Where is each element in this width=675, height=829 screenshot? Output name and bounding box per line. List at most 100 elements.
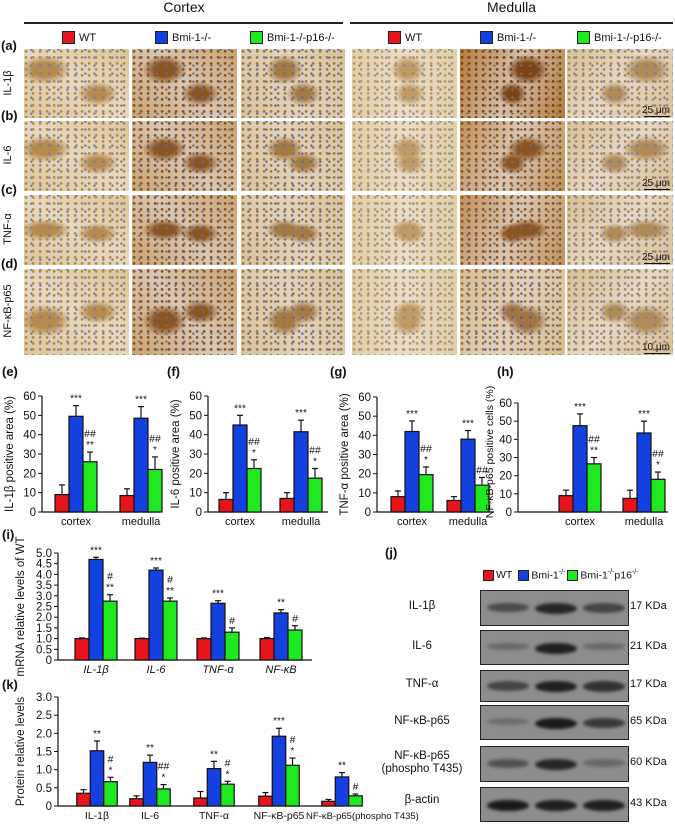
micrograph [352, 121, 457, 191]
chart-g: (g) 0 10 20 30 40 50 60 TNF-α positive area (%) c… [330, 364, 494, 528]
bar-bmi [232, 424, 248, 513]
x-tick-label: medulla [282, 516, 321, 528]
y-tick-label: 10 [358, 488, 371, 500]
significance-label: ## [652, 448, 664, 460]
y-tick-label: 30 [23, 449, 36, 461]
panel-label-j: (j) [385, 545, 398, 560]
scale-bar: 10 μm [642, 342, 670, 354]
significance-label: *** [406, 409, 418, 420]
micrograph: 10 μm [567, 269, 673, 355]
column-label: WT [79, 31, 97, 44]
significance-label: * [162, 773, 166, 784]
significance-label: *** [295, 408, 307, 419]
y-tick-label: 0.5 [36, 783, 52, 795]
blot-strip [480, 705, 629, 740]
y-tick-label: 20 [499, 471, 512, 483]
y-tick-label: 5.0 [36, 548, 52, 560]
bar-dko [348, 795, 363, 807]
bar-bmi [636, 432, 652, 513]
y-tick-label: 3.5 [36, 580, 52, 592]
legend-item-bmi: Bmi-1-/- [480, 31, 536, 44]
y-tick-label: 40 [358, 430, 371, 442]
y-tick-label: 60 [189, 391, 202, 403]
micrograph [132, 121, 237, 191]
x-tick-label: NF-κB-p65 [254, 810, 305, 822]
legend-item-dko: Bmi-1-/-p16-/- [250, 31, 335, 44]
significance-label: *** [234, 403, 246, 414]
significance-label: * [153, 445, 157, 456]
legend-swatch [388, 31, 401, 44]
significance-label: * [313, 457, 317, 468]
panel-label-d: (d) [1, 256, 18, 271]
significance-label: * [226, 769, 230, 780]
panel-label-i: (i) [2, 527, 14, 542]
bar-wt [76, 792, 91, 807]
bar-bmi [68, 415, 84, 513]
panel-label-h: (h) [497, 364, 514, 379]
y-tick-label: 20 [189, 468, 202, 480]
scale-bar: 25 μm [642, 178, 670, 190]
significance-label: # [353, 781, 359, 793]
significance-label: *** [462, 419, 474, 430]
legend-item-wt: WT [62, 31, 96, 44]
significance-label: *** [90, 545, 102, 556]
y-tick-label: 3.0 [36, 692, 52, 704]
legend-swatch [155, 31, 168, 44]
x-tick-label: IL-6 [141, 810, 159, 822]
significance-label: ## [248, 436, 260, 448]
bar-bmi [334, 776, 350, 807]
bar-wt [259, 637, 275, 661]
bar-wt [129, 798, 144, 807]
bar-wt [321, 800, 336, 807]
band [535, 759, 577, 771]
micrograph [24, 195, 129, 265]
legend-item-bmi: Bmi-1-/- [155, 31, 211, 44]
bar-wt [54, 494, 70, 513]
band [487, 603, 529, 613]
bar-bmi [133, 417, 149, 513]
micrograph [241, 49, 345, 118]
y-tick-label: 0 [30, 507, 36, 519]
y-axis-label: NF-κB-p65 positive cells (%) [484, 386, 496, 518]
micrograph [24, 121, 129, 191]
panel-label-f: (f) [167, 364, 180, 379]
column-label: WT [405, 31, 423, 44]
bar-bmi [404, 430, 420, 513]
chart-e: (e) 0 10 20 30 40 50 60 IL-1β positive area (%) c… [2, 364, 163, 528]
scale-bar: 25 μm [642, 252, 670, 264]
bar-dko [156, 788, 171, 807]
x-tick-label: medulla [122, 516, 161, 528]
x-tick-label: cortex [397, 516, 427, 528]
bar-wt [218, 498, 234, 513]
significance-label: # [108, 753, 114, 765]
molecular-weight: 60 KDa [630, 756, 667, 768]
bar-dko [102, 600, 118, 661]
y-tick-label: 50 [23, 410, 36, 422]
significance-label: *** [135, 395, 147, 406]
x-tick-label: medulla [449, 516, 488, 528]
significance-label: * [109, 765, 113, 776]
significance-label: ## [149, 433, 161, 445]
blot-row-label: TNF-α [372, 678, 472, 691]
legend-swatch-dko [567, 569, 579, 581]
legend-item-wt: WT [388, 31, 422, 44]
protein-name: TNF-α [405, 678, 439, 690]
bar-dko [82, 461, 98, 513]
y-tick-label: 20 [358, 469, 371, 481]
legend-swatch [62, 31, 75, 44]
y-axis-label: TNF-α positive area (%) [339, 393, 351, 515]
legend-swatch [250, 31, 263, 44]
y-tick-label: 1.0 [36, 634, 52, 646]
y-tick-label: 10 [189, 488, 202, 500]
band [487, 642, 529, 651]
x-tick-label: cortex [61, 516, 91, 528]
western-legend: WT Bmi-1-/- Bmi-1-/-p16-/- [483, 569, 639, 582]
legend-label-dko: Bmi-1-/-p16-/- [580, 569, 639, 582]
micrograph [241, 121, 345, 191]
y-tick-label: 30 [499, 453, 512, 465]
micrograph [460, 269, 565, 355]
significance-label: ** [106, 583, 114, 594]
bar-wt [74, 637, 90, 661]
micrograph [460, 121, 565, 191]
protein-name: β-actin [404, 793, 440, 806]
